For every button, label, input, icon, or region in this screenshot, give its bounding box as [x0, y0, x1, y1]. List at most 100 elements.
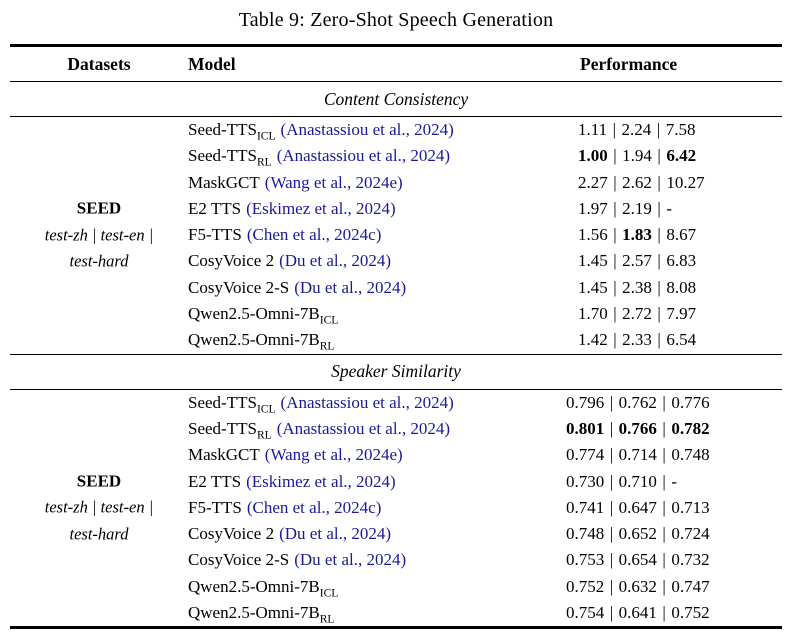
performance-value: 6.83: [666, 251, 697, 271]
model-name: Seed-TTS: [188, 392, 257, 412]
model-name: Qwen2.5-Omni-7B: [188, 576, 320, 596]
model-cell: Qwen2.5-Omni-7BICL: [188, 301, 556, 327]
model-cell: MaskGCT (Wang et al., 2024e): [188, 442, 556, 468]
performance-cell: 1.45 | 2.38 | 8.08: [556, 275, 782, 301]
model-cell: Qwen2.5-Omni-7BICL: [188, 574, 556, 600]
section-rule: [10, 353, 782, 355]
citation-link[interactable]: (Wang et al., 2024e): [264, 172, 403, 192]
citation-link[interactable]: (Eskimez et al., 2024): [246, 471, 396, 491]
value-separator: |: [662, 445, 666, 465]
performance-cell: 1.70 | 2.72 | 7.97: [556, 301, 782, 327]
citation-link[interactable]: (Anastassiou et al., 2024): [280, 120, 454, 139]
model-name: Qwen2.5-Omni-7B: [188, 603, 320, 623]
performance-cell: 0.774 | 0.714 | 0.748: [556, 442, 782, 468]
model-cell: F5-TTS (Chen et al., 2024c): [188, 222, 556, 248]
model-cell: Qwen2.5-Omni-7BRL: [188, 327, 556, 353]
table-row: Qwen2.5-Omni-7BRL 0.754 | 0.641 | 0.752: [10, 600, 782, 626]
performance-value: 7.58: [665, 120, 696, 139]
performance-cell: 0.754 | 0.641 | 0.752: [556, 600, 782, 626]
performance-cell: 1.42 | 2.33 | 6.54: [556, 327, 782, 353]
table-row: F5-TTS (Chen et al., 2024c) 0.741 | 0.647 | 0…: [10, 495, 782, 521]
performance-value: 8.67: [666, 225, 697, 245]
performance-value: 1.94: [622, 146, 652, 166]
performance-value: 2.62: [622, 172, 652, 192]
value-separator: |: [662, 576, 666, 596]
model-name: E2 TTS: [188, 198, 242, 218]
table-row: Qwen2.5-Omni-7BRL 1.42 | 2.33 | 6.54: [10, 327, 782, 353]
citation-link[interactable]: (Anastassiou et al., 2024): [280, 392, 454, 412]
table-row: CosyVoice 2 (Du et al., 2024) 0.748 | 0.652…: [10, 521, 782, 547]
performance-cell: 1.45 | 2.57 | 6.83: [556, 248, 782, 274]
model-name: MaskGCT: [188, 445, 260, 465]
value-separator: |: [609, 471, 614, 491]
model-name: F5-TTS: [188, 225, 242, 245]
citation-link[interactable]: (Wang et al., 2024e): [264, 445, 403, 465]
citation-link[interactable]: (Eskimez et al., 2024): [246, 198, 396, 218]
column-header-performance: Performance: [580, 53, 678, 74]
header-rule: [10, 81, 782, 82]
dataset-cell: SEED test-zh | test-en | test-hard: [10, 196, 188, 275]
model-cell: Seed-TTSRL (Anastassiou et al., 2024): [188, 143, 556, 169]
model-name: Qwen2.5-Omni-7B: [188, 330, 320, 350]
performance-value: 2.57: [622, 251, 652, 271]
model-subscript: ICL: [319, 313, 339, 327]
performance-value: 6.54: [666, 330, 697, 350]
performance-value: 2.38: [622, 277, 652, 297]
performance-value: 0.730: [566, 471, 605, 491]
value-separator: |: [613, 330, 617, 350]
model-cell: CosyVoice 2-S (Du et al., 2024): [188, 547, 556, 573]
performance-value: 10.27: [666, 172, 705, 192]
column-header-model: Model: [188, 53, 236, 74]
citation-link[interactable]: (Du et al., 2024): [294, 277, 407, 297]
model-name: CosyVoice 2: [188, 251, 275, 271]
performance-value: 0.732: [671, 550, 710, 570]
citation-link[interactable]: (Du et al., 2024): [279, 251, 391, 271]
table-row: F5-TTS (Chen et al., 2024c) 1.56 | 1.83 | 8.6…: [10, 222, 782, 248]
performance-value: 0.766: [618, 418, 657, 438]
value-separator: |: [609, 603, 614, 623]
model-cell: CosyVoice 2 (Du et al., 2024): [188, 521, 556, 547]
performance-value: 1.97: [578, 198, 608, 218]
table-row: E2 TTS (Eskimez et al., 2024) 0.730 | 0.710…: [10, 469, 782, 495]
performance-cell: 1.11 | 2.24 | 7.58: [556, 117, 782, 143]
citation-link[interactable]: (Chen et al., 2024c): [246, 225, 382, 245]
performance-value: -: [666, 198, 672, 218]
table-header-row: Datasets Model Performance: [10, 47, 782, 81]
model-name: F5-TTS: [188, 497, 242, 517]
citation-link[interactable]: (Anastassiou et al., 2024): [276, 418, 450, 438]
section-heading-speaker-similarity: Speaker Similarity: [10, 355, 782, 389]
model-cell: Qwen2.5-Omni-7BRL: [188, 600, 556, 626]
value-separator: |: [657, 304, 661, 324]
performance-cell: 0.730 | 0.710 | -: [556, 469, 782, 495]
performance-value: 0.724: [671, 524, 710, 544]
performance-value: 0.713: [671, 497, 710, 517]
performance-value: 8.08: [666, 277, 697, 297]
citation-link[interactable]: (Chen et al., 2024c): [246, 497, 382, 517]
performance-value: 2.72: [622, 304, 652, 324]
model-name: CosyVoice 2-S: [188, 277, 290, 297]
dataset-subsets-line2: test-hard: [69, 524, 129, 544]
performance-value: 0.747: [671, 576, 710, 596]
table-row: CosyVoice 2-S (Du et al., 2024) 1.45 | 2.38…: [10, 275, 782, 301]
bottom-rule: [10, 626, 782, 630]
performance-value: 2.19: [622, 198, 652, 218]
citation-link[interactable]: (Du et al., 2024): [294, 550, 407, 570]
model-subscript: RL: [256, 428, 272, 442]
performance-value: 0.753: [566, 550, 605, 570]
performance-value: 7.97: [666, 304, 697, 324]
citation-link[interactable]: (Anastassiou et al., 2024): [276, 146, 450, 166]
model-cell: CosyVoice 2-S (Du et al., 2024): [188, 275, 556, 301]
performance-value: 0.632: [618, 576, 657, 596]
performance-value: 0.652: [618, 524, 657, 544]
model-name: CosyVoice 2-S: [188, 550, 290, 570]
performance-cell: 0.753 | 0.654 | 0.732: [556, 547, 782, 573]
value-separator: |: [657, 277, 661, 297]
citation-link[interactable]: (Du et al., 2024): [279, 524, 391, 544]
table-row: Seed-TTSICL (Anastassiou et al., 2024) 0.…: [10, 390, 782, 416]
dataset-name: SEED: [76, 198, 122, 218]
column-header-datasets: Datasets: [67, 53, 131, 74]
model-cell: E2 TTS (Eskimez et al., 2024): [188, 469, 556, 495]
table-row: CosyVoice 2 (Du et al., 2024) 1.45 | 2.57 | 6…: [10, 248, 782, 274]
value-separator: |: [662, 392, 666, 412]
